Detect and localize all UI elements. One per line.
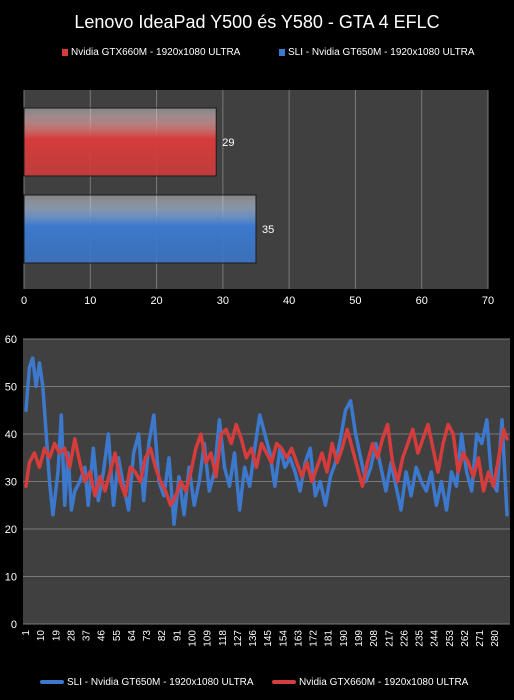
- bar-x-tick-label: 10: [84, 295, 96, 307]
- line-y-tick-label: 20: [5, 524, 17, 536]
- line-x-tick-label: 280: [490, 630, 501, 647]
- line-x-tick-label: 109: [203, 630, 214, 647]
- line-x-tick-label: 253: [445, 630, 456, 647]
- line-y-tick-label: 40: [5, 429, 17, 441]
- bar-x-tick-label: 30: [217, 295, 229, 307]
- line-chart: 0 10 20 30 40 50 60 1 10 19 28 37 46 55 64 73 82 91 100 109…: [5, 334, 510, 647]
- line-x-tick-label: 91: [172, 630, 183, 642]
- line-x-tick-label: 226: [399, 630, 410, 647]
- line-y-tick-label: 10: [5, 572, 17, 584]
- legend-item-gtx660m-bottom: Nvidia GTX660M - 1920x1080 ULTRA: [272, 677, 468, 688]
- legend-item-sli: SLI - Nvidia GT650M - 1920x1080 ULTRA: [279, 47, 475, 58]
- bar-x-tick-label: 70: [482, 295, 494, 307]
- line-x-tick-label: 217: [384, 630, 395, 647]
- legend-label-sli-bottom: SLI - Nvidia GT650M - 1920x1080 ULTRA: [67, 677, 254, 688]
- legend-swatch-red: [62, 48, 68, 56]
- line-x-tick-label: 1: [21, 630, 32, 636]
- line-x-tick-label: 82: [157, 630, 168, 642]
- line-x-tick-label: 118: [218, 630, 229, 646]
- bar-x-tick-label: 50: [349, 295, 361, 307]
- bar-1: [23, 194, 257, 264]
- line-x-tick-label: 46: [97, 630, 108, 642]
- line-x-tick-label: 10: [36, 630, 47, 642]
- line-x-tick-label: 181: [324, 630, 335, 647]
- line-x-tick-label: 37: [82, 630, 93, 642]
- line-y-tick-label: 30: [5, 477, 17, 489]
- bar-x-tick-label: 40: [283, 295, 295, 307]
- bar-x-tick-label: 20: [150, 295, 162, 307]
- line-x-tick-label: 55: [112, 630, 123, 642]
- line-x-tick-label: 163: [293, 630, 304, 647]
- line-y-tick-label: 50: [5, 382, 17, 394]
- line-x-tick-label: 73: [142, 630, 153, 642]
- bar-x-tick-label: 60: [416, 295, 428, 307]
- bar-0: [23, 107, 217, 177]
- line-y-tick-label: 60: [5, 334, 17, 346]
- legend-label-sli: SLI - Nvidia GT650M - 1920x1080 ULTRA: [288, 47, 475, 58]
- line-x-tick-label: 19: [51, 630, 62, 642]
- bar-chart: 0 10 20 30 40 50 60 70 29 35: [21, 90, 494, 307]
- line-x-tick-label: 190: [339, 630, 350, 647]
- line-x-tick-label: 136: [248, 630, 259, 647]
- line-x-tick-label: 64: [127, 630, 138, 642]
- line-x-tick-label: 127: [233, 630, 244, 647]
- legend-swatch-blue: [279, 48, 285, 56]
- line-x-tick-label: 235: [415, 630, 426, 647]
- legend-line-blue: [40, 680, 64, 685]
- legend-line-red: [272, 680, 296, 685]
- line-x-tick-label: 28: [66, 630, 77, 642]
- bar-data-label: 29: [222, 137, 234, 149]
- bar-data-label: 35: [262, 224, 274, 236]
- line-x-tick-label: 244: [430, 630, 441, 647]
- line-x-tick-label: 172: [309, 630, 320, 647]
- line-x-tick-label: 208: [369, 630, 380, 647]
- line-x-tick-label: 271: [475, 630, 486, 647]
- bar-x-tick-label: 0: [21, 295, 27, 307]
- legend-item-sli-bottom: SLI - Nvidia GT650M - 1920x1080 ULTRA: [40, 677, 254, 688]
- line-x-tick-label: 262: [460, 630, 471, 647]
- line-x-tick-label: 199: [354, 630, 365, 647]
- series-line-0: [24, 356, 509, 527]
- legend-label-gtx660m: Nvidia GTX660M - 1920x1080 ULTRA: [71, 47, 241, 58]
- legend-item-gtx660m: Nvidia GTX660M - 1920x1080 ULTRA: [62, 47, 240, 58]
- line-x-tick-label: 100: [188, 630, 199, 647]
- chart-title: Lenovo IdeaPad Y500 és Y580 - GTA 4 EFLC: [74, 12, 440, 32]
- series-line-1: [24, 422, 509, 508]
- line-x-tick-label: 154: [278, 630, 289, 647]
- line-y-tick-label: 0: [11, 619, 17, 631]
- line-x-tick-label: 145: [263, 630, 274, 647]
- legend-label-gtx660m-bottom: Nvidia GTX660M - 1920x1080 ULTRA: [299, 677, 469, 688]
